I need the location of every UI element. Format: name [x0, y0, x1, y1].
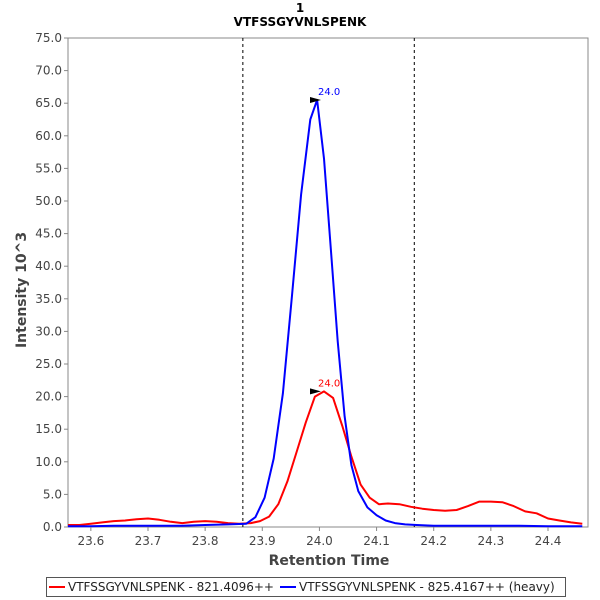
series-layer: [68, 98, 583, 528]
x-tick-label: 24.0: [306, 534, 333, 548]
y-tick-label: 65.0: [35, 96, 62, 110]
y-tick-label: 70.0: [35, 64, 62, 78]
legend-label-heavy: VTFSSGYVNLSPENK - 825.4167++ (heavy): [298, 580, 555, 594]
peak-arrow-heavy: [310, 96, 321, 103]
x-tick-label: 23.7: [135, 534, 162, 548]
peak-label-heavy: 24.0: [318, 87, 340, 98]
legend-label-light: VTFSSGYVNLSPENK - 821.4096++: [68, 580, 274, 594]
legend-swatch-red: [49, 586, 65, 588]
y-tick-label: 30.0: [35, 324, 62, 338]
x-axis: 23.6 23.7 23.8 23.9 24.0 24.1 24.2 24.3 24.4: [77, 527, 561, 548]
y-tick-label: 45.0: [35, 227, 62, 241]
legend-item-heavy: VTFSSGYVNLSPENK - 825.4167++ (heavy): [279, 580, 555, 594]
peak-label-light: 24.0: [318, 378, 340, 389]
y-tick-label: 40.0: [35, 259, 62, 273]
y-tick-label: 75.0: [35, 31, 62, 45]
plot-area: [67, 37, 589, 528]
y-tick-label: 60.0: [35, 129, 62, 143]
x-axis-label: Retention Time: [269, 553, 390, 569]
legend: VTFSSGYVNLSPENK - 821.4096++ VTFSSGYVNLS…: [46, 577, 566, 597]
y-axis-label: Intensity 10^3: [14, 232, 30, 348]
y-tick-label: 20.0: [35, 390, 62, 404]
chart-title: 1: [296, 1, 304, 15]
y-tick-label: 25.0: [35, 357, 62, 371]
y-tick-label: 50.0: [35, 194, 62, 208]
x-tick-label: 24.3: [477, 534, 504, 548]
y-tick-label: 5.0: [43, 487, 62, 501]
series-line-light: [68, 390, 583, 526]
chromatogram-chart: 1 VTFSSGYVNLSPENK 24.024.0 23.6 23.7 23.8 2…: [14, 1, 589, 569]
legend-item-light: VTFSSGYVNLSPENK - 821.4096++: [49, 580, 274, 594]
y-tick-label: 15.0: [35, 422, 62, 436]
y-tick-label: 35.0: [35, 292, 62, 306]
y-tick-label: 55.0: [35, 161, 62, 175]
chart-subtitle: VTFSSGYVNLSPENK: [234, 15, 367, 29]
x-tick-label: 24.2: [420, 534, 447, 548]
y-tick-label: 10.0: [35, 455, 62, 469]
x-tick-label: 24.4: [535, 534, 562, 548]
series-line-heavy: [68, 98, 583, 528]
x-tick-label: 23.9: [249, 534, 276, 548]
x-tick-label: 24.1: [363, 534, 390, 548]
peak-arrow-light: [310, 388, 321, 395]
x-tick-label: 23.8: [192, 534, 219, 548]
y-axis: 0.0 5.0 10.0 15.0 20.0 25.0 30.0 35.0 40.0 45.0 50…: [35, 31, 68, 534]
peak-markers: 24.0 24.0: [310, 87, 340, 395]
y-tick-label: 0.0: [43, 520, 62, 534]
x-tick-label: 23.6: [77, 534, 104, 548]
legend-swatch-blue: [279, 586, 296, 588]
